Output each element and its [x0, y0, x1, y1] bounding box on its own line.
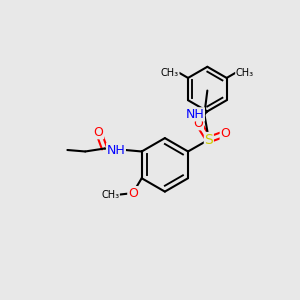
Text: O: O — [94, 126, 103, 139]
Text: NH: NH — [106, 143, 125, 157]
Text: CH₃: CH₃ — [161, 68, 179, 78]
Text: CH₃: CH₃ — [101, 190, 119, 200]
Text: CH₃: CH₃ — [236, 68, 254, 78]
Text: O: O — [128, 187, 138, 200]
Text: S: S — [205, 133, 213, 147]
Text: NH: NH — [186, 108, 204, 121]
Text: O: O — [194, 117, 203, 130]
Text: O: O — [220, 127, 230, 140]
